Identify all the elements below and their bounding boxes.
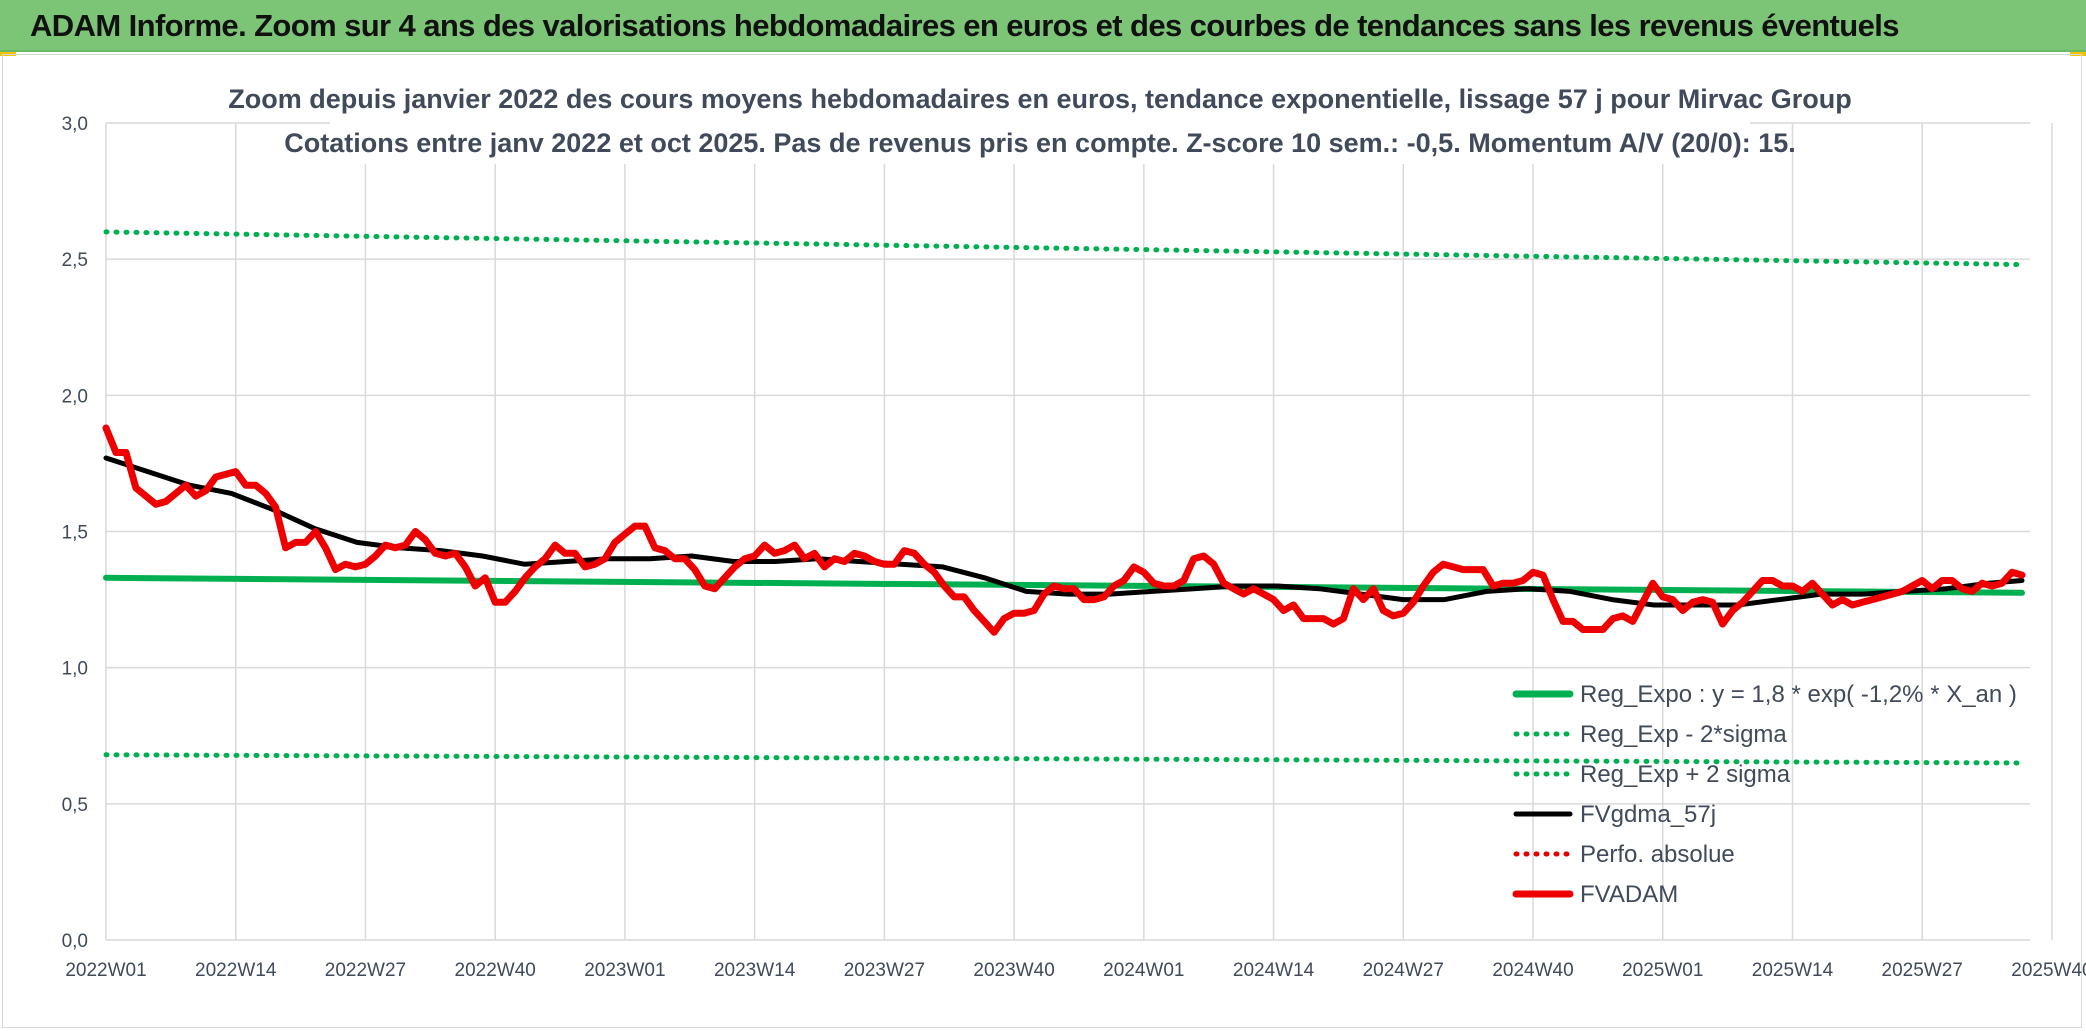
y-tick-label: 2,0 — [62, 386, 88, 407]
x-tick-label: 2024W01 — [1103, 960, 1184, 981]
x-tick-label: 2025W14 — [1752, 960, 1834, 981]
y-axis-ticks: 0,0 0,5 1,0 1,5 2,0 2,5 3,0 — [62, 114, 88, 952]
legend: Reg_Expo : y = 1,8 * exp( -1,2% * X_an )… — [1512, 681, 2017, 908]
series-line-2 — [103, 229, 2025, 268]
x-tick-label: 2024W14 — [1233, 960, 1315, 981]
series-line-1 — [103, 752, 2025, 766]
x-tick-label: 2025W01 — [1622, 960, 1703, 981]
legend-label: Reg_Expo : y = 1,8 * exp( -1,2% * X_an ) — [1580, 681, 2017, 708]
x-tick-label: 2022W14 — [195, 960, 277, 981]
legend-label: Reg_Exp + 2 sigma — [1580, 761, 1791, 788]
y-tick-label: 3,0 — [62, 114, 88, 135]
x-tick-label: 2023W27 — [844, 960, 925, 981]
legend-label: Reg_Exp - 2*sigma — [1580, 721, 1787, 748]
y-tick-label: 1,0 — [62, 659, 88, 680]
x-tick-label: 2022W40 — [455, 960, 536, 981]
x-tick-label: 2023W40 — [973, 960, 1054, 981]
legend-label: FVADAM — [1580, 881, 1678, 908]
x-tick-label: 2023W01 — [584, 960, 665, 981]
y-tick-label: 1,5 — [62, 523, 88, 544]
x-tick-label: 2025W27 — [1882, 960, 1963, 981]
y-tick-label: 0,0 — [62, 931, 88, 952]
series-group — [102, 229, 2026, 766]
series-line-5 — [102, 424, 2026, 636]
chart-area — [2, 54, 2082, 1028]
x-tick-label: 2025W40 — [2011, 960, 2086, 981]
x-axis-ticks: 2022W01 2022W14 2022W27 2022W40 2023W01 2023W… — [65, 960, 2086, 981]
chart-subtitle-line2: Cotations entre janv 2022 et oct 2025. P… — [284, 128, 1796, 158]
y-tick-label: 2,5 — [62, 250, 88, 271]
y-tick-label: 0,5 — [62, 795, 88, 816]
x-tick-label: 2022W01 — [65, 960, 146, 981]
page-title: ADAM Informe. Zoom sur 4 ans des valoris… — [30, 8, 1900, 43]
legend-label: FVgdma_57j — [1580, 801, 1716, 828]
subtitle-background — [330, 80, 1750, 164]
gridlines — [105, 122, 2053, 941]
x-tick-label: 2024W40 — [1492, 960, 1573, 981]
x-tick-label: 2023W14 — [714, 960, 796, 981]
x-tick-label: 2022W27 — [325, 960, 406, 981]
legend-label: Perfo. absolue — [1580, 841, 1735, 868]
x-tick-label: 2024W27 — [1363, 960, 1444, 981]
header-bar: ADAM Informe. Zoom sur 4 ans des valoris… — [0, 0, 2086, 52]
chart-subtitle-line1: Zoom depuis janvier 2022 des cours moyen… — [228, 84, 1852, 114]
